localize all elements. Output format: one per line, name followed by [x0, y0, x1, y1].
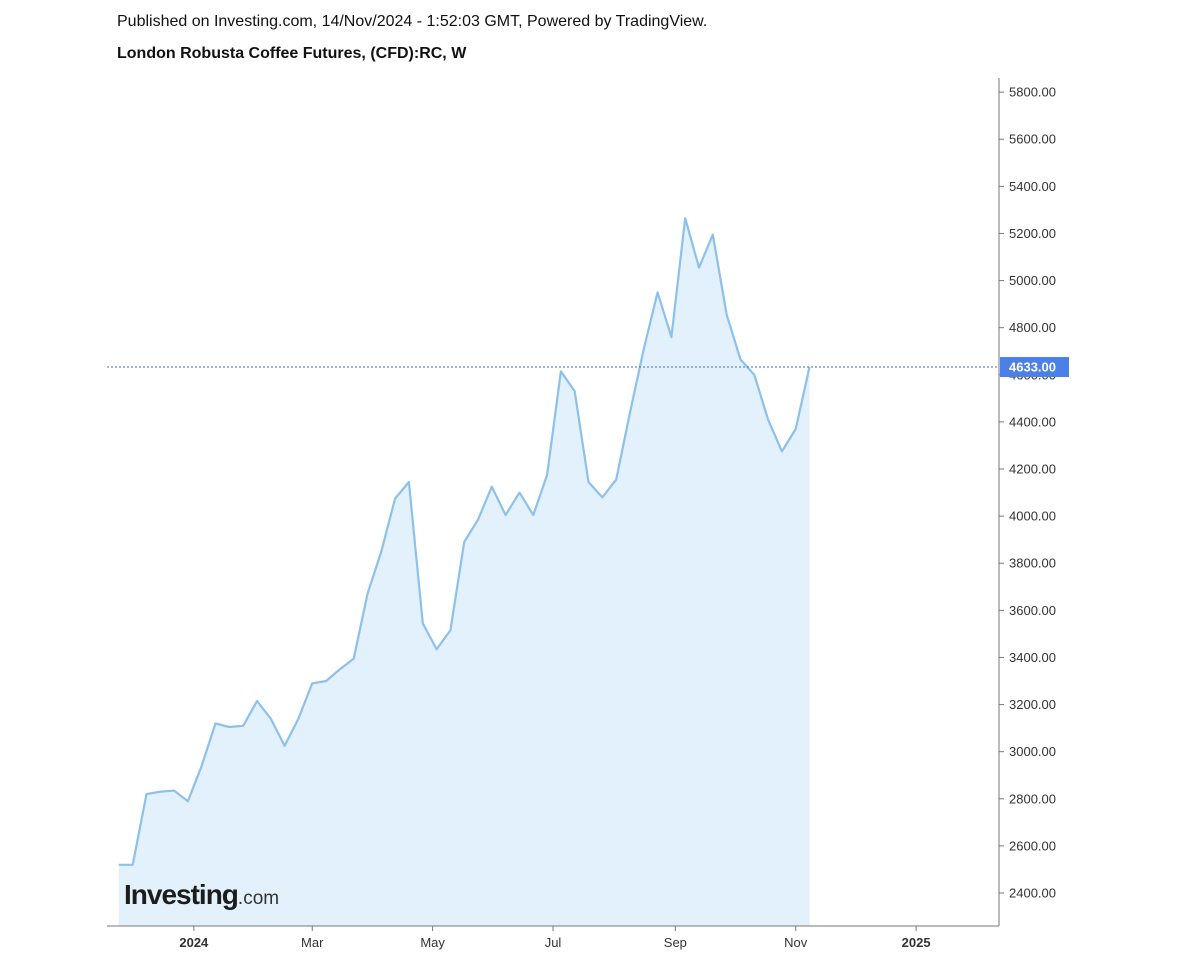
last-price-marker: 4633.00: [1000, 357, 1069, 378]
y-tick-label: 5600.00: [1009, 132, 1056, 147]
y-tick-label: 3400.00: [1009, 650, 1056, 665]
y-tick-label: 5800.00: [1009, 85, 1056, 100]
chart-title: London Robusta Coffee Futures, (CFD):RC,…: [117, 45, 467, 62]
x-tick-label: Sep: [664, 935, 687, 950]
y-axis: 2400.00 2600.00 2800.00 3000.00 3200.00 3400.…: [998, 78, 1056, 926]
y-tick-label: 4200.00: [1009, 462, 1056, 477]
y-tick-label: 2400.00: [1009, 886, 1056, 901]
y-tick-label: 3600.00: [1009, 603, 1056, 618]
last-price-label: 4633.00: [1009, 360, 1056, 375]
x-tick-label: May: [420, 935, 445, 950]
y-tick-label: 4800.00: [1009, 320, 1056, 335]
y-tick-label: 3800.00: [1009, 556, 1056, 571]
y-tick-label: 4000.00: [1009, 509, 1056, 524]
x-axis: 2024 Mar May Jul Sep Nov 2025: [107, 925, 999, 950]
y-tick-label: 2800.00: [1009, 791, 1056, 806]
y-tick-label: 5200.00: [1009, 226, 1056, 241]
investing-logo: Investing.com: [124, 879, 279, 911]
price-line: [118, 217, 811, 866]
y-tick-label: 4400.00: [1009, 414, 1056, 429]
logo-suffix: .com: [237, 888, 280, 909]
y-tick-label: 3200.00: [1009, 697, 1056, 712]
logo-brand: Investing: [124, 879, 239, 910]
x-tick-label: Nov: [784, 935, 808, 950]
y-tick-label: 2600.00: [1009, 838, 1056, 853]
y-tick-label: 3000.00: [1009, 744, 1056, 759]
area-fill: [118, 218, 810, 926]
x-tick-label: Mar: [301, 935, 324, 950]
x-tick-label: Jul: [545, 935, 562, 950]
last-price-badge: [1000, 357, 1069, 378]
x-tick-label: 2025: [902, 935, 931, 950]
y-tick-label: 5400.00: [1009, 179, 1056, 194]
published-note: Published on Investing.com, 14/Nov/2024 …: [117, 13, 708, 30]
x-tick-label: 2024: [179, 935, 209, 950]
y-tick-label: 5000.00: [1009, 273, 1056, 288]
